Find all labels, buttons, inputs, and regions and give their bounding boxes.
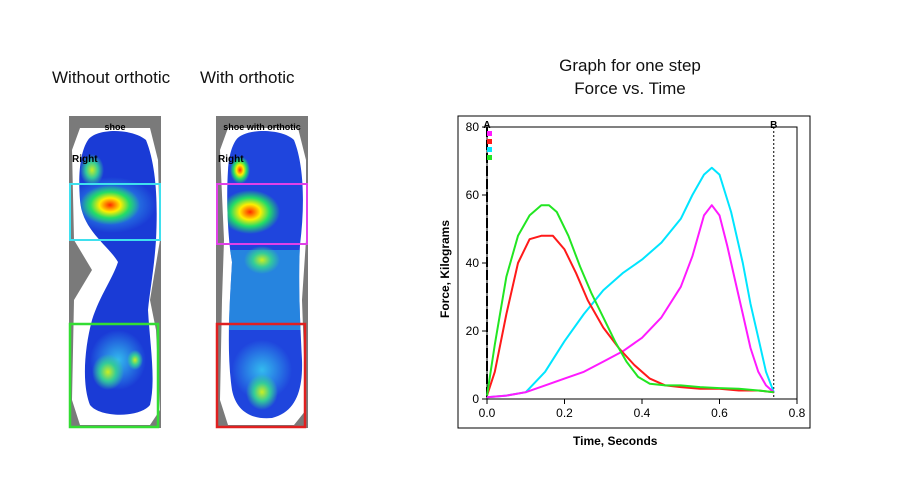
heel-box-with (215, 322, 307, 429)
side-label-with: Right (218, 154, 244, 165)
series-swatch (487, 147, 492, 152)
chart-frame (457, 115, 811, 429)
y-tick-label: 20 (466, 324, 480, 338)
x-axis-label: Time, Seconds (573, 434, 658, 448)
series-swatch (487, 155, 492, 160)
chart-subtitle: Force vs. Time (574, 79, 686, 98)
forefoot-box-without (69, 183, 161, 241)
series-line (486, 234, 774, 396)
y-tick-label: 40 (466, 256, 480, 270)
x-tick-label: 0.0 (479, 406, 496, 420)
shoe-label-with: shoe with orthotic (223, 122, 301, 132)
footprint-without-orthotic: shoe Right (68, 116, 161, 429)
series-swatch (487, 131, 492, 136)
series-line (486, 166, 775, 399)
series-line (486, 204, 775, 399)
side-label-without: Right (72, 154, 98, 165)
caption-with-orthotic: With orthotic (200, 68, 295, 87)
series-swatch (487, 139, 492, 144)
x-tick-label: 0.2 (556, 406, 573, 420)
plot-area (486, 126, 798, 400)
x-tick-label: 0.4 (634, 406, 651, 420)
marker-label: A (483, 120, 490, 131)
marker-label: B (770, 120, 777, 131)
footprint-with-orthotic: shoe with orthotic Right (215, 116, 308, 429)
forefoot-box-with (216, 183, 308, 245)
series-line (486, 204, 774, 396)
y-tick-label: 60 (466, 188, 480, 202)
force-time-chart: 0.0 0.2 0.4 0.6 0.8 0 20 40 60 80 A B Time, Second… (438, 115, 811, 448)
heel-box-without (68, 322, 160, 429)
y-tick-label: 0 (472, 392, 479, 406)
shoe-label-without: shoe (104, 122, 125, 132)
y-axis-label: Force, Kilograms (438, 220, 452, 318)
y-tick-label: 80 (466, 120, 480, 134)
x-tick-label: 0.8 (789, 406, 806, 420)
chart-title: Graph for one step (559, 56, 701, 75)
x-tick-label: 0.6 (711, 406, 728, 420)
caption-without-orthotic: Without orthotic (52, 68, 171, 87)
